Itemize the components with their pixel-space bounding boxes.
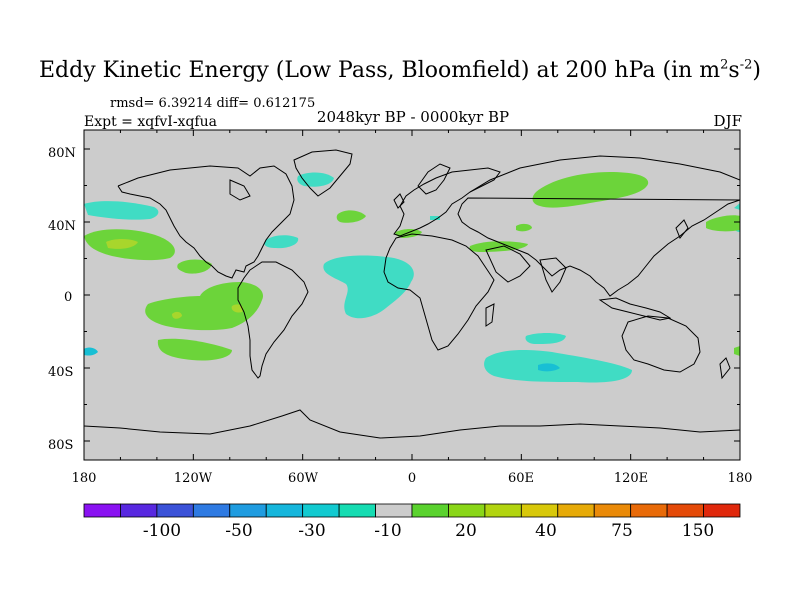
neg-anomaly-tropical-atlantic <box>323 255 414 319</box>
coast-madagascar <box>485 303 495 327</box>
colorbar-label-neg100: -100 <box>143 521 181 541</box>
colorbar-swatch <box>557 503 595 518</box>
lon-label-0: 0 <box>408 471 416 486</box>
pos-anomaly-west-pacific-north <box>706 215 740 232</box>
lat-label-0: 0 <box>64 290 72 305</box>
pos-anomaly-core-1 <box>172 311 182 319</box>
colorbar-swatch <box>703 503 741 518</box>
period-label: 2048kyr BP - 0000kyr BP <box>316 108 510 126</box>
colorbar-swatch <box>520 503 559 518</box>
pos-anomaly-core-2 <box>231 304 244 313</box>
colorbar-swatch <box>448 503 486 518</box>
colorbar-label-neg50: -50 <box>225 521 252 541</box>
lon-label-120w: 120W <box>174 471 213 486</box>
coast-arabia <box>485 245 531 283</box>
neg-anomaly-west-pacific <box>734 203 740 210</box>
longitude-labels: 180 120W 60W 0 60E 120E 180 <box>72 471 753 486</box>
colorbar-swatch <box>630 503 668 518</box>
colorbar-swatch <box>265 503 304 518</box>
colorbar-swatch <box>120 503 158 518</box>
coast-indonesia <box>598 297 672 321</box>
coast-hudson-bay <box>229 179 251 201</box>
coast-india <box>539 257 567 293</box>
coast-antarctica <box>84 409 740 439</box>
colorbar-label-40: 40 <box>535 521 557 541</box>
colorbar-swatch <box>192 503 231 518</box>
lat-label-40s: 40S <box>48 365 73 380</box>
neg-anomaly-north-pacific <box>84 201 159 220</box>
lat-label-80n: 80N <box>48 146 76 161</box>
pos-anomaly-middle-east <box>516 223 532 232</box>
neg-anomaly-indian-small <box>525 333 566 344</box>
pos-anomaly-north-atlantic <box>336 210 366 223</box>
lon-label-180w: 180 <box>72 471 97 486</box>
coastlines <box>84 149 740 439</box>
colorbar-swatch <box>484 503 522 518</box>
lon-label-60w: 60W <box>288 471 319 486</box>
figure-title: Eddy Kinetic Energy (Low Pass, Bloomfiel… <box>39 57 761 83</box>
coast-new-zealand <box>719 357 731 380</box>
neg-anomaly-red-sea <box>430 216 440 220</box>
colorbar-swatch <box>302 503 340 518</box>
lat-label-40n: 40N <box>48 219 76 234</box>
pos-anomaly-south-central-pacific <box>157 338 232 361</box>
colorbar-labels: -100 -50 -30 -10 20 40 75 150 <box>143 521 714 541</box>
pos-anomaly-gulf-mexico <box>177 259 212 274</box>
coast-north-america <box>117 165 295 279</box>
lat-label-80s: 80S <box>48 438 73 453</box>
lon-label-180e: 180 <box>728 471 753 486</box>
colorbar-label-75: 75 <box>611 521 633 541</box>
colorbar-swatch <box>411 503 449 518</box>
coast-japan <box>675 219 689 239</box>
experiment-label: Expt = xqfvI-xqfua <box>84 114 217 130</box>
coast-uk <box>393 193 405 209</box>
axis-ticks <box>83 130 741 460</box>
colorbar-swatch <box>375 503 413 518</box>
colorbar-swatch <box>593 503 632 518</box>
colorbar <box>83 503 741 518</box>
colorbar-label-neg30: -30 <box>298 521 325 541</box>
neg-anomaly-south-pacific <box>84 347 98 356</box>
coast-australia <box>621 315 701 373</box>
colorbar-swatch <box>156 503 194 518</box>
colorbar-label-neg10: -10 <box>374 521 401 541</box>
latitude-labels: 80N 40N 0 40S 80S <box>48 146 76 453</box>
lon-label-120e: 120E <box>614 471 648 486</box>
pos-anomaly-eastern-pacific-core <box>106 239 138 249</box>
coast-europe <box>393 167 501 237</box>
season-label: DJF <box>713 112 742 130</box>
colorbar-swatch <box>83 503 121 518</box>
colorbar-swatch <box>666 503 704 518</box>
lon-label-60e: 60E <box>508 471 534 486</box>
pos-anomaly-new-zealand <box>734 346 740 356</box>
coast-africa <box>383 233 495 351</box>
coast-south-america <box>237 261 309 379</box>
coast-scandinavia <box>417 163 451 195</box>
coast-greenland <box>293 149 353 197</box>
colorbar-swatch <box>229 503 267 518</box>
statistics-text: rmsd= 6.39214 diff= 0.612175 <box>110 96 316 111</box>
colorbar-label-20: 20 <box>455 521 477 541</box>
pos-anomaly-north-africa <box>469 241 528 252</box>
colorbar-label-150: 150 <box>682 521 714 541</box>
coast-asia <box>457 155 740 297</box>
neg-anomaly-core <box>538 363 560 372</box>
neg-anomaly-north-atlantic <box>264 235 299 249</box>
colorbar-swatch <box>338 503 376 518</box>
